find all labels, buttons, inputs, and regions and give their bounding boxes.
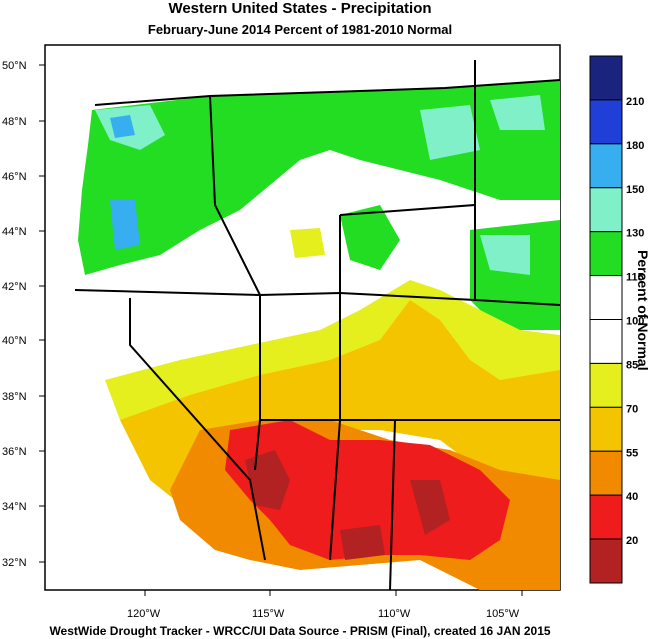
legend-swatch [589, 143, 623, 189]
lat-label: 44°N [2, 226, 27, 238]
lat-label: 50°N [2, 60, 27, 72]
legend-swatch [589, 362, 623, 408]
legend-swatch [589, 319, 623, 364]
legend-swatch [589, 450, 623, 496]
footer-credit: WestWide Drought Tracker - WRCC/UI Data … [49, 624, 551, 638]
map-title: Western United States - Precipitation [168, 0, 432, 17]
lat-label: 34°N [2, 501, 27, 513]
lon-label: 105°W [486, 608, 520, 620]
legend-swatch [589, 187, 623, 233]
legend-colorbar: 210 180 150 130 115 100 85 70 55 40 20 [589, 55, 644, 584]
lon-label: 120°W [127, 608, 161, 620]
lat-label: 46°N [2, 171, 27, 183]
legend-swatch [589, 99, 623, 145]
lon-axis: 120°W 115°W 110°W 105°W [127, 590, 523, 620]
lon-label: 115°W [252, 608, 285, 620]
legend-swatch [589, 494, 623, 540]
lat-label: 42°N [2, 281, 27, 293]
lat-label: 36°N [2, 446, 27, 458]
lat-label: 38°N [2, 391, 27, 403]
legend-label: 210 [626, 96, 644, 108]
legend-swatch [589, 231, 623, 277]
legend-label: 85 [626, 359, 638, 371]
legend-swatch [589, 275, 623, 321]
legend-label: 180 [626, 140, 644, 152]
legend-label: 150 [626, 184, 644, 196]
legend-label: 70 [626, 403, 638, 415]
legend-swatch [589, 538, 623, 584]
lat-label: 48°N [2, 116, 27, 128]
legend-label: 130 [626, 228, 644, 240]
legend-label: 40 [626, 491, 638, 503]
lat-label: 32°N [2, 557, 27, 569]
state-borders [74, 60, 561, 591]
legend-label: 100 [626, 316, 644, 328]
legend-swatch [589, 55, 623, 101]
lat-label: 40°N [2, 335, 27, 347]
lon-label: 110°W [378, 608, 411, 620]
map-subtitle: February-June 2014 Percent of 1981-2010 … [147, 22, 453, 37]
lat-axis: 50°N 48°N 46°N 44°N 42°N 40°N 38°N 36°N … [2, 60, 45, 569]
legend-title: Percent of Normal [635, 250, 651, 371]
legend-label: 115 [626, 272, 644, 284]
legend-swatch [589, 406, 623, 452]
legend-label: 20 [626, 535, 638, 547]
legend-label: 55 [626, 447, 638, 459]
